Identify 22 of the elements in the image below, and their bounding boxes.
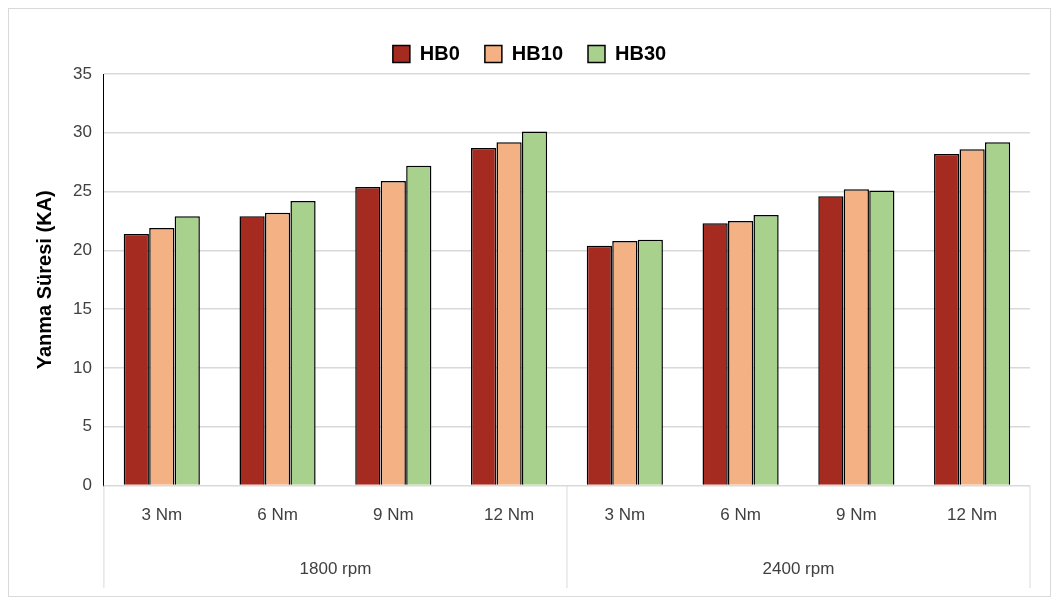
x-tick-label: 12 Nm <box>947 505 998 525</box>
y-tick-label: 5 <box>82 416 92 436</box>
legend-label: HB10 <box>511 41 564 64</box>
y-tick-label: 0 <box>82 475 92 495</box>
y-tick-label: 25 <box>72 181 92 201</box>
x-tick-label: 12 Nm <box>484 505 535 525</box>
text: 2400 rpm <box>762 559 835 579</box>
text: 1800 rpm <box>299 559 372 579</box>
y-axis-title: Yanma Süresi (KA) <box>32 190 55 370</box>
y-tick-label: 20 <box>72 240 92 260</box>
x-tick-label: 6 Nm <box>257 505 298 525</box>
x-tick-label: 3 Nm <box>141 505 183 525</box>
x-tick-label: 9 Nm <box>836 505 877 525</box>
x-tick-label: 3 Nm <box>604 505 646 525</box>
y-tick-label: 30 <box>72 122 92 142</box>
legend-label: HB30 <box>615 41 667 64</box>
y-tick-label: 35 <box>72 63 92 83</box>
y-tick-label: 10 <box>72 357 92 377</box>
x-tick-label: 9 Nm <box>373 505 414 525</box>
legend-label: HB0 <box>419 41 460 64</box>
y-tick-label: 15 <box>72 298 92 318</box>
x-tick-label: 6 Nm <box>720 505 761 525</box>
